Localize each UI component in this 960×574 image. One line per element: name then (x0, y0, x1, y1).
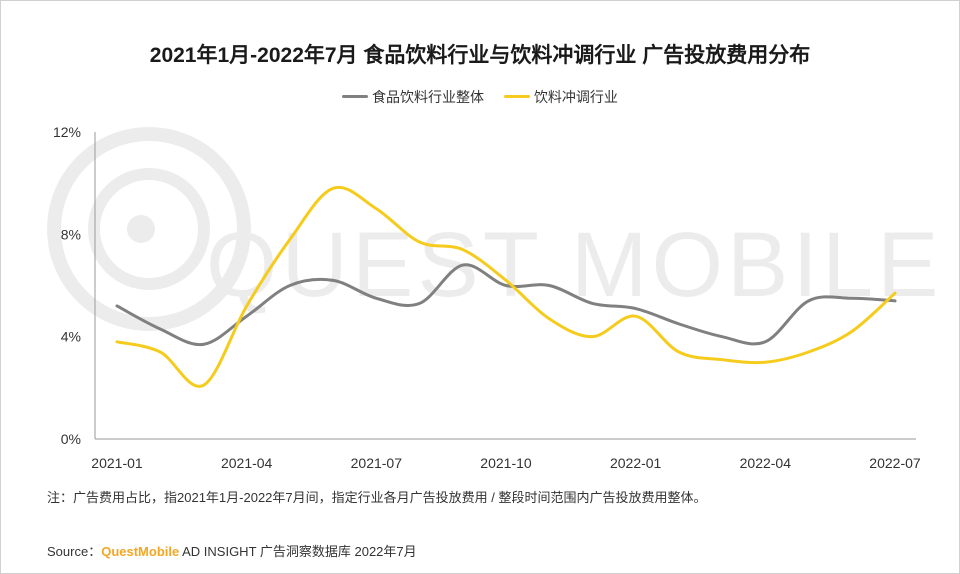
legend-swatch-beverage (503, 95, 530, 98)
y-tick-label: 4% (61, 329, 81, 345)
svg-text:QUEST MOBILE: QUEST MOBILE (206, 214, 942, 316)
x-tick-label: 2022-07 (869, 455, 921, 471)
y-tick-label: 0% (61, 431, 81, 447)
chart-title: 2021年1月-2022年7月 食品饮料行业与饮料冲调行业 广告投放费用分布 (149, 44, 811, 67)
x-tick-label: 2022-04 (740, 455, 792, 471)
series-line-beverage (115, 185, 897, 388)
x-tick-label: 2022-01 (610, 455, 662, 471)
source-brand: QuestMobile (101, 544, 180, 559)
source-line: Source：QuestMobile AD INSIGHT 广告洞察数据库 20… (47, 541, 417, 560)
y-tick-label: 12% (53, 124, 81, 140)
line-chart-plot: QUEST MOBILE 0% 4% 8% 12% 2021-01 2021-04 2021… (47, 124, 942, 471)
watermark: QUEST MOBILE (47, 127, 942, 331)
series-layer (115, 185, 897, 388)
y-tick-label: 8% (61, 226, 81, 242)
x-tick-label: 2021-01 (91, 455, 143, 471)
legend-label-beverage: 饮料冲调行业 (533, 88, 618, 105)
x-tick-label: 2021-10 (480, 455, 532, 471)
legend-label-total: 食品饮料行业整体 (372, 88, 485, 105)
footnote: 注：广告费用占比，指2021年1月-2022年7月间，指定行业各月广告投放费用 … (47, 490, 707, 505)
x-tick-label: 2021-07 (351, 455, 403, 471)
chart-legend: 食品饮料行业整体 饮料冲调行业 (1, 85, 959, 107)
legend-swatch-total (342, 95, 369, 98)
series-line-total (115, 263, 897, 347)
source-rest: AD INSIGHT 广告洞察数据库 2022年7月 (179, 544, 417, 559)
source-prefix: Source： (47, 544, 102, 559)
legend-item-beverage[interactable]: 饮料冲调行业 (503, 87, 618, 107)
x-tick-label: 2021-04 (221, 455, 273, 471)
legend-item-total[interactable]: 食品饮料行业整体 (342, 87, 484, 107)
axes: 0% 4% 8% 12% 2021-01 2021-04 2021-07 2021-10 202… (53, 124, 921, 471)
